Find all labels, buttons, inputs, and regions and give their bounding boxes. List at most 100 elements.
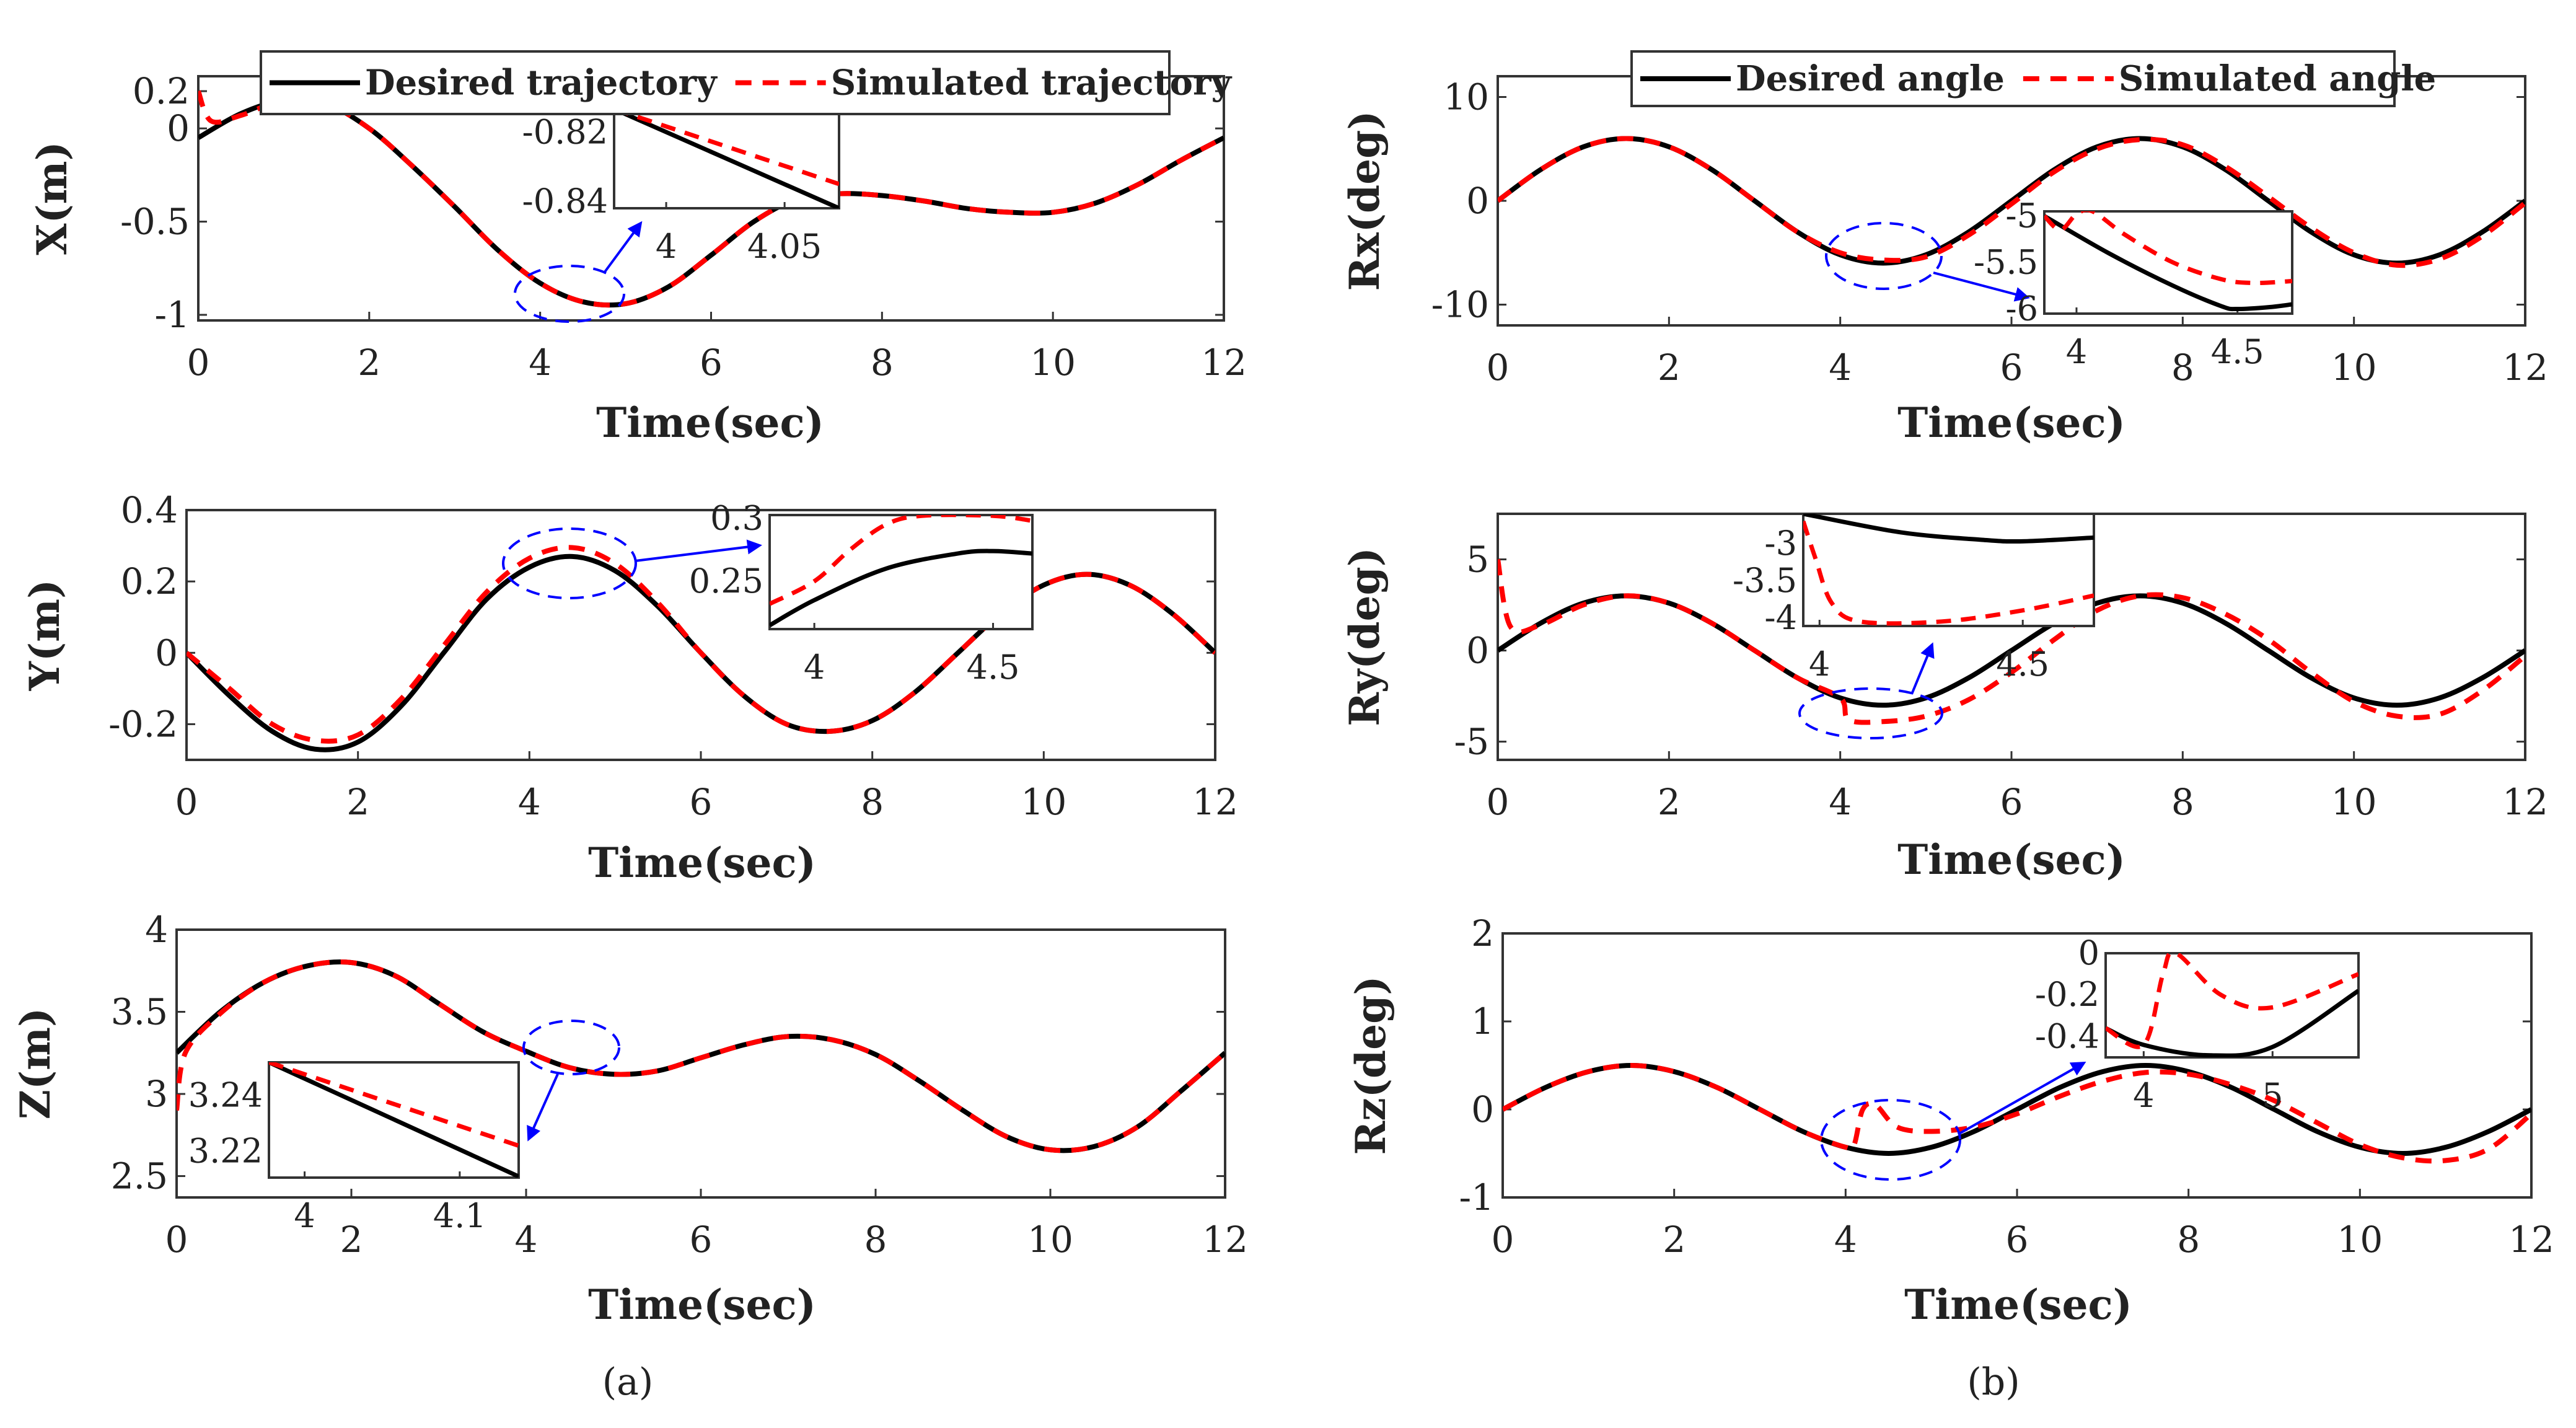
legend-desired-label: Desired trajectory: [365, 63, 718, 104]
x-tick-label: 12: [2502, 781, 2548, 823]
zoom-arrow: [527, 1073, 559, 1142]
x-tick-label: 2: [1658, 781, 1681, 823]
inset-plot-area: [1802, 513, 2095, 627]
inset-y-tick-label: 0.3: [710, 498, 763, 537]
inset-x-tick-label: 4: [656, 227, 677, 266]
x-tick-label: 2: [346, 781, 369, 823]
x-axis-label: Time(sec): [1904, 1280, 2132, 1329]
zoom-arrow: [635, 539, 762, 562]
inset-x-tick-label: 4.5: [2211, 332, 2264, 371]
inset-ry: 4 4.5 -3-3.5-4: [1733, 513, 2095, 684]
legend-right: Desired angle Simulated angle: [1630, 50, 2436, 107]
inset-simulated-line: [269, 1062, 519, 1148]
plot-area: [185, 509, 1216, 761]
x-axis-label: Time(sec): [596, 399, 824, 447]
inset-x-tick-label: 4: [294, 1196, 315, 1235]
y-tick-label: 5: [1466, 539, 1489, 581]
inset-y-tick-label: -5: [2005, 196, 2038, 236]
y-tick-label: 0.4: [121, 489, 178, 531]
inset-series-group: [614, 109, 839, 208]
inset-series-group: [770, 515, 1032, 627]
chart-rx: 0 2 4 6 8 10 12 10 0 -10 Time(sec) Rx(deg) 4 4.5 -5 -5.…: [1340, 75, 2548, 447]
x-tick-label: 10: [2331, 346, 2377, 389]
inset-y-tick-label: 0.25: [689, 562, 763, 601]
x-tick-label: 10: [1021, 781, 1066, 823]
legend-desired-label: Desired angle: [1736, 58, 2005, 99]
inset-simulated-line: [2106, 953, 2358, 1049]
x-tick-label: 8: [2171, 781, 2194, 823]
inset-series-group: [269, 1062, 519, 1178]
y-tick-label: 4: [145, 909, 168, 951]
inset-y-tick-label: -4: [1764, 598, 1797, 637]
x-tick-label: 6: [2006, 1219, 2029, 1261]
panel-label-b: (b): [1967, 1360, 2020, 1404]
inset-y: 4 4.5 0.3 0.25: [689, 498, 1034, 687]
simulated-line: [1498, 136, 2525, 268]
inset-x: 4 4.05 -0.82 -0.84: [522, 108, 840, 266]
x-tick-label: 10: [2337, 1219, 2383, 1261]
zoom-ellipse: [1820, 1099, 1961, 1181]
inset-simulated-line: [770, 515, 1032, 606]
inset-desired-line: [2106, 989, 2358, 1057]
x-tick-label: 12: [2502, 346, 2548, 389]
inset-x-tick-label: 4: [2066, 332, 2087, 371]
x-tick-label: 8: [864, 1219, 887, 1261]
inset-rx: 4 4.5 -5 -5.5 -6: [1974, 196, 2293, 371]
zoom-ellipse: [1825, 222, 1943, 290]
y-tick-label: -0.5: [120, 201, 190, 243]
y-tick-label: 0: [1471, 1088, 1494, 1130]
desired-line: [1503, 1062, 2531, 1157]
inset-y-tick-label: -0.82: [522, 112, 608, 151]
y-tick-label: 3: [145, 1073, 168, 1115]
x-tick-label: 8: [2171, 346, 2194, 389]
inset-x-tick-label: 4.05: [747, 227, 822, 266]
y-tick-label: -0.2: [108, 703, 178, 745]
x-tick-label: 0: [187, 342, 210, 384]
y-tick-label: 0: [167, 107, 190, 149]
inset-desired-line: [269, 1062, 519, 1178]
y-tick-label: 0: [155, 632, 178, 674]
y-axis-label: X(m): [28, 141, 76, 255]
inset-y-tick-label: -5.5: [1974, 243, 2038, 282]
zoom-ellipse: [514, 265, 625, 323]
x-tick-label: 6: [690, 781, 713, 823]
x-tick-label: 4: [1829, 781, 1852, 823]
inset-y-tick-label: 0: [2078, 933, 2099, 972]
x-tick-label: 10: [1030, 342, 1076, 384]
legend-box: [1630, 50, 2396, 107]
zoom-arrow: [1958, 1062, 2086, 1135]
x-tick-label: 4: [529, 342, 552, 384]
inset-desired-line: [1803, 514, 2094, 544]
chart-y: 0 2 4 6 8 10 12 0.4 0.2 0 -0.2 Time(sec) Y(m) 4 4.5 0.3…: [20, 489, 1238, 887]
x-tick-label: 4: [1829, 346, 1852, 389]
series-group: [1498, 558, 2525, 725]
series-group: [177, 959, 1225, 1153]
inset-x-tick-label: 4.1: [433, 1196, 486, 1235]
inset-desired-line: [614, 109, 839, 208]
inset-y-tick-label: -0.2: [2035, 975, 2099, 1014]
chart-ry: 0 2 4 6 8 10 12 5 0 -5 Time(sec) Ry(deg) 4 4.5 -3-3.5-…: [1340, 513, 2548, 884]
x-tick-label: 12: [2508, 1219, 2554, 1261]
simulated-line: [187, 545, 1215, 744]
y-tick-label: -5: [1454, 721, 1490, 763]
x-tick-label: 0: [1487, 781, 1510, 823]
x-tick-label: 2: [1663, 1219, 1686, 1261]
y-tick-label: 2: [1471, 912, 1494, 954]
inset-series-group: [1803, 514, 2094, 626]
inset-y-tick-label: 3.22: [188, 1132, 263, 1171]
inset-x-tick-label: 4.5: [967, 648, 1020, 687]
inset-y-tick-label: -6: [2005, 289, 2038, 328]
y-tick-label: 0: [1466, 630, 1489, 672]
x-axis-label: Time(sec): [588, 839, 816, 887]
legend-simulated-label: Simulated trajectory: [831, 63, 1233, 104]
zoom-ellipse: [502, 527, 637, 599]
inset-x-tick-label: 4: [1809, 645, 1830, 684]
inset-desired-line: [2044, 214, 2292, 312]
inset-y-tick-label: -0.84: [522, 182, 608, 221]
y-tick-label: -10: [1431, 284, 1489, 326]
y-axis-label: Z(m): [11, 1008, 59, 1119]
zoom-arrow: [1910, 642, 1935, 695]
